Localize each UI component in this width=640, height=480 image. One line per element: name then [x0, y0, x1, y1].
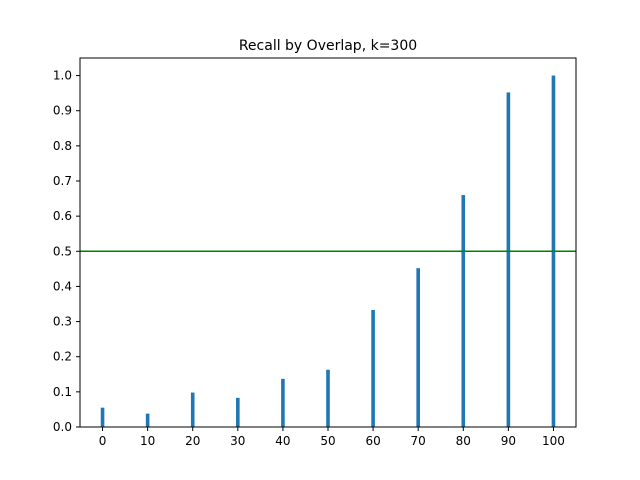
x-tick-label: 40 — [275, 434, 290, 448]
y-tick-label: 0.2 — [53, 350, 72, 364]
bar — [145, 413, 150, 427]
x-tick-label: 50 — [320, 434, 335, 448]
bar — [236, 397, 240, 427]
x-tick-label: 60 — [365, 434, 380, 448]
y-tick-label: 0.5 — [53, 244, 72, 258]
x-tick-label: 70 — [411, 434, 426, 448]
bar — [326, 369, 330, 427]
chart-title: Recall by Overlap, k=300 — [239, 38, 417, 54]
bar — [100, 407, 105, 427]
x-tick-label: 90 — [501, 434, 516, 448]
y-tick-label: 0.7 — [53, 174, 72, 188]
y-ticks: 0.0 0.1 0.2 0.3 0.4 0.5 0.6 0.7 0.8 0.9 1.0 — [53, 69, 80, 434]
y-tick-label: 0.6 — [53, 209, 72, 223]
bar — [506, 92, 511, 427]
x-tick-label: 10 — [140, 434, 155, 448]
y-tick-label: 0.8 — [53, 139, 72, 153]
y-tick-label: 0.0 — [53, 420, 72, 434]
bar — [461, 195, 466, 427]
x-tick-label: 30 — [230, 434, 245, 448]
y-tick-label: 0.4 — [53, 279, 72, 293]
bar — [416, 268, 420, 427]
y-tick-label: 0.9 — [53, 104, 72, 118]
bar — [371, 309, 375, 427]
x-tick-label: 20 — [185, 434, 200, 448]
bar — [281, 378, 285, 427]
x-tick-label: 100 — [542, 434, 565, 448]
x-ticks: 0 10 20 30 40 50 60 70 80 90 100 — [99, 427, 565, 448]
x-tick-label: 0 — [99, 434, 107, 448]
y-tick-label: 0.3 — [53, 315, 72, 329]
y-tick-label: 0.1 — [53, 385, 72, 399]
y-tick-label: 1.0 — [53, 69, 72, 83]
x-tick-label: 80 — [456, 434, 471, 448]
bar — [190, 392, 195, 427]
